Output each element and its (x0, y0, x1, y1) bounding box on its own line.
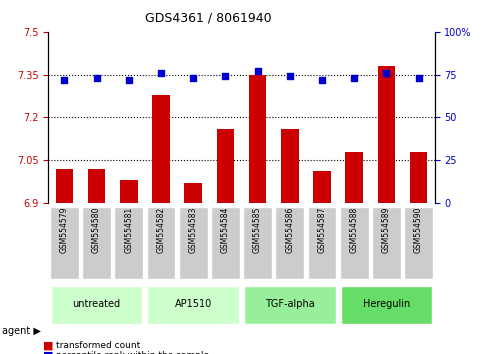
Bar (56, 169, 73, 203)
Text: GSM554585: GSM554585 (253, 207, 262, 253)
Text: transformed count: transformed count (56, 341, 140, 350)
Bar (216, 129, 234, 203)
FancyBboxPatch shape (50, 207, 79, 279)
Bar (378, 66, 395, 203)
Text: GSM554579: GSM554579 (60, 207, 69, 253)
Text: GSM554581: GSM554581 (124, 207, 133, 253)
Bar (88, 169, 105, 203)
Point (157, 70, 165, 76)
Text: GSM554584: GSM554584 (221, 207, 230, 253)
Text: agent ▶: agent ▶ (2, 326, 41, 336)
Text: GSM554586: GSM554586 (285, 207, 294, 253)
Point (286, 74, 294, 79)
FancyBboxPatch shape (341, 286, 432, 324)
FancyBboxPatch shape (146, 207, 175, 279)
FancyBboxPatch shape (243, 207, 272, 279)
Bar (185, 183, 202, 203)
Bar (120, 180, 138, 203)
Text: GDS4361 / 8061940: GDS4361 / 8061940 (145, 12, 271, 25)
Text: ■: ■ (43, 351, 54, 354)
Text: GSM554582: GSM554582 (156, 207, 166, 253)
Point (415, 75, 423, 81)
Bar (313, 171, 331, 203)
Bar (410, 152, 427, 203)
FancyBboxPatch shape (275, 207, 304, 279)
Point (222, 74, 229, 79)
FancyBboxPatch shape (51, 286, 142, 324)
FancyBboxPatch shape (179, 207, 208, 279)
Point (125, 77, 133, 82)
Text: untreated: untreated (72, 299, 121, 309)
Point (93, 75, 100, 81)
FancyBboxPatch shape (211, 207, 240, 279)
FancyBboxPatch shape (372, 207, 401, 279)
Point (318, 77, 326, 82)
Text: GSM554589: GSM554589 (382, 207, 391, 253)
FancyBboxPatch shape (340, 207, 369, 279)
Point (60, 77, 68, 82)
FancyBboxPatch shape (244, 286, 336, 324)
Text: AP1510: AP1510 (174, 299, 212, 309)
Text: GSM554587: GSM554587 (317, 207, 327, 253)
Text: Heregulin: Heregulin (363, 299, 410, 309)
FancyBboxPatch shape (82, 207, 111, 279)
Point (383, 70, 390, 76)
Text: GSM554583: GSM554583 (189, 207, 198, 253)
Bar (345, 152, 363, 203)
Point (189, 75, 197, 81)
FancyBboxPatch shape (404, 207, 433, 279)
Text: ■: ■ (43, 340, 54, 350)
Bar (281, 129, 298, 203)
FancyBboxPatch shape (114, 207, 143, 279)
FancyBboxPatch shape (308, 207, 337, 279)
Text: GSM554588: GSM554588 (350, 207, 359, 253)
FancyBboxPatch shape (147, 286, 239, 324)
Bar (152, 95, 170, 203)
Text: percentile rank within the sample: percentile rank within the sample (56, 351, 209, 354)
Text: GSM554590: GSM554590 (414, 207, 423, 253)
Point (254, 68, 261, 74)
Text: GSM554580: GSM554580 (92, 207, 101, 253)
Bar (249, 75, 267, 203)
Point (350, 75, 358, 81)
Text: TGF-alpha: TGF-alpha (265, 299, 315, 309)
